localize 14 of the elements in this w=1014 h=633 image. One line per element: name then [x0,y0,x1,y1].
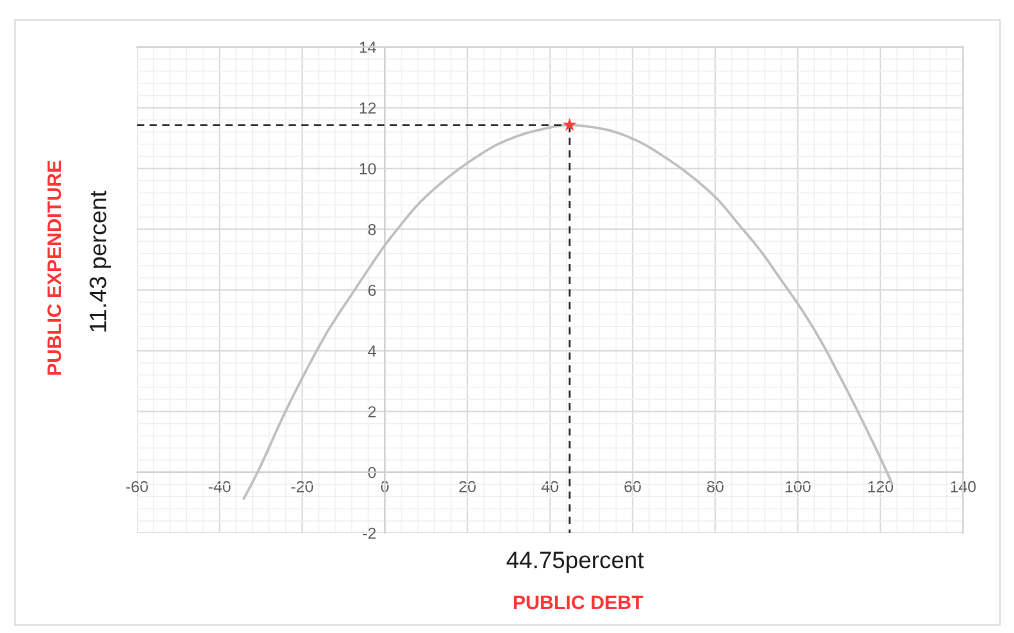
y-axis-title: PUBLIC EXPENDITURE [47,160,62,375]
y-tick-label: 2 [368,406,376,418]
y-tick-label: 12 [359,102,376,114]
y-tick-label: -2 [362,527,376,539]
x-tick-label: -60 [126,481,148,493]
y-tick-label: 6 [368,284,376,296]
x-tick-label: 140 [950,481,976,493]
y-tick-label: 10 [359,163,376,175]
y-tick-label: 14 [359,41,376,53]
x-axis-title: PUBLIC DEBT [513,595,644,610]
y-tick-label: 4 [367,345,376,357]
text: 44.75percent [506,551,644,574]
text: 11.43 percent [89,190,111,332]
y-tick-label: 8 [368,223,376,236]
